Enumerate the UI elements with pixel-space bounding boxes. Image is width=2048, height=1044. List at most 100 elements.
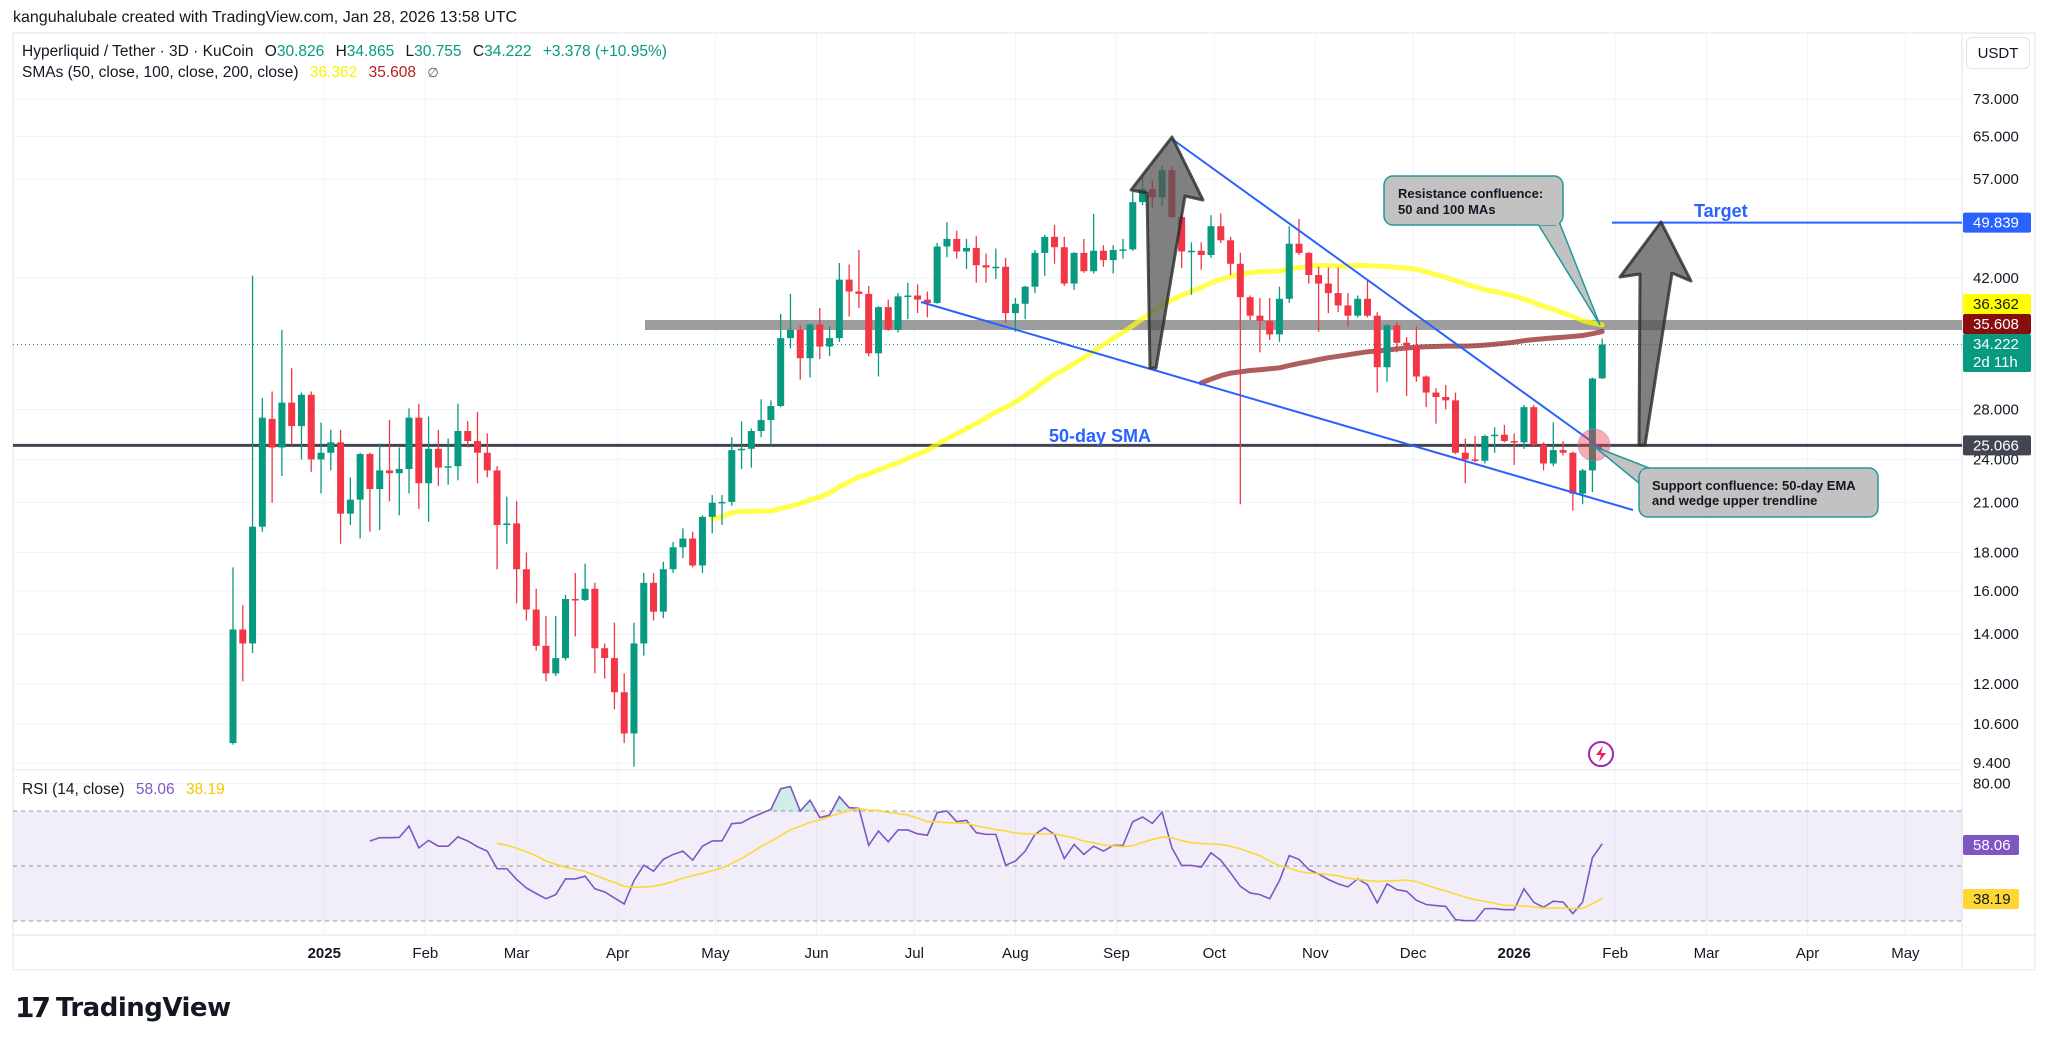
candle[interactable]	[1403, 337, 1411, 396]
candle[interactable]	[591, 582, 599, 674]
candle[interactable]	[1315, 266, 1323, 332]
candle[interactable]	[1295, 219, 1303, 256]
candle[interactable]	[1559, 441, 1567, 456]
candle[interactable]	[1021, 285, 1029, 320]
candle[interactable]	[992, 248, 1000, 279]
candle[interactable]	[943, 222, 951, 258]
candle[interactable]	[1481, 434, 1489, 464]
sma-legend-label[interactable]: SMAs (50, close, 100, close, 200, close)	[22, 64, 299, 81]
candle[interactable]	[894, 293, 902, 333]
candle[interactable]	[1266, 297, 1274, 340]
candle[interactable]	[474, 411, 481, 484]
candle[interactable]	[327, 429, 335, 471]
candle[interactable]	[1129, 191, 1137, 251]
candle[interactable]	[1041, 234, 1049, 276]
candle[interactable]	[1060, 236, 1068, 286]
candle[interactable]	[610, 622, 618, 710]
candle[interactable]	[268, 391, 276, 503]
candle[interactable]	[522, 552, 530, 621]
candle[interactable]	[1324, 267, 1332, 314]
candle[interactable]	[1588, 377, 1596, 493]
candle[interactable]	[767, 400, 775, 445]
sma100-line[interactable]	[1198, 329, 1605, 386]
candle[interactable]	[757, 399, 765, 438]
candle[interactable]	[346, 477, 354, 526]
lightning-icon[interactable]	[1588, 741, 1614, 767]
candle[interactable]	[835, 263, 843, 342]
candle[interactable]	[718, 495, 726, 526]
wedge-upper-trendline[interactable]	[1171, 138, 1603, 450]
candle[interactable]	[552, 616, 560, 676]
candle[interactable]	[1236, 252, 1244, 505]
candle[interactable]	[1109, 245, 1117, 274]
candle[interactable]	[845, 264, 853, 317]
rsi-line[interactable]	[369, 785, 1603, 922]
rsi-ma-line[interactable]	[496, 807, 1603, 910]
candle[interactable]	[669, 542, 677, 574]
candle[interactable]	[1002, 257, 1010, 323]
resistance-band[interactable]	[645, 320, 1962, 330]
candle[interactable]	[405, 408, 413, 494]
candle[interactable]	[356, 452, 364, 539]
up-arrow-icon[interactable]	[1129, 135, 1205, 370]
candle[interactable]	[698, 515, 706, 574]
candle[interactable]	[483, 433, 491, 478]
candle[interactable]	[1579, 469, 1587, 505]
candle[interactable]	[1285, 226, 1293, 303]
candle[interactable]	[816, 307, 824, 360]
candle[interactable]	[1207, 215, 1215, 258]
currency-button[interactable]: USDT	[1966, 37, 2030, 69]
candle[interactable]	[796, 325, 804, 380]
candle[interactable]	[640, 573, 648, 656]
candle[interactable]	[679, 528, 687, 559]
candle[interactable]	[601, 643, 609, 679]
candle[interactable]	[1393, 321, 1401, 353]
candle[interactable]	[1412, 326, 1420, 382]
candle[interactable]	[454, 403, 462, 481]
candle[interactable]	[1373, 312, 1381, 393]
candle[interactable]	[738, 421, 746, 470]
candle[interactable]	[542, 616, 550, 682]
candle[interactable]	[425, 416, 433, 522]
candle[interactable]	[786, 293, 794, 349]
candle[interactable]	[747, 428, 755, 468]
candle[interactable]	[562, 594, 570, 661]
candle[interactable]	[258, 398, 266, 532]
candle[interactable]	[1500, 424, 1508, 443]
candle[interactable]	[972, 236, 980, 283]
candle[interactable]	[1363, 279, 1371, 318]
candle[interactable]	[297, 392, 305, 460]
candle[interactable]	[855, 250, 863, 308]
candle[interactable]	[503, 496, 511, 544]
candle[interactable]	[1510, 433, 1518, 465]
candle[interactable]	[1442, 384, 1450, 410]
candle[interactable]	[963, 238, 970, 269]
candle[interactable]	[1334, 267, 1342, 313]
candle[interactable]	[317, 422, 325, 494]
target-arrow-icon[interactable]	[1618, 220, 1693, 447]
candle[interactable]	[884, 299, 892, 331]
candle[interactable]	[444, 438, 452, 485]
candle[interactable]	[728, 437, 736, 506]
candle[interactable]	[1099, 245, 1107, 267]
candle[interactable]	[513, 501, 521, 604]
candle[interactable]	[874, 306, 882, 377]
wedge-lower-trendline[interactable]	[920, 301, 1634, 511]
candle[interactable]	[532, 588, 540, 651]
candle[interactable]	[493, 466, 501, 570]
candle[interactable]	[229, 567, 237, 745]
candle[interactable]	[1031, 250, 1039, 294]
candle[interactable]	[239, 605, 247, 682]
candle[interactable]	[1187, 242, 1195, 295]
candle[interactable]	[630, 622, 638, 767]
candle[interactable]	[1344, 293, 1352, 328]
candle[interactable]	[659, 561, 667, 619]
candle[interactable]	[1197, 242, 1205, 270]
candle[interactable]	[288, 368, 296, 445]
candle[interactable]	[464, 421, 472, 448]
candle[interactable]	[1549, 422, 1557, 467]
candle[interactable]	[385, 420, 393, 502]
candle[interactable]	[689, 531, 697, 568]
candle[interactable]	[1471, 435, 1479, 463]
